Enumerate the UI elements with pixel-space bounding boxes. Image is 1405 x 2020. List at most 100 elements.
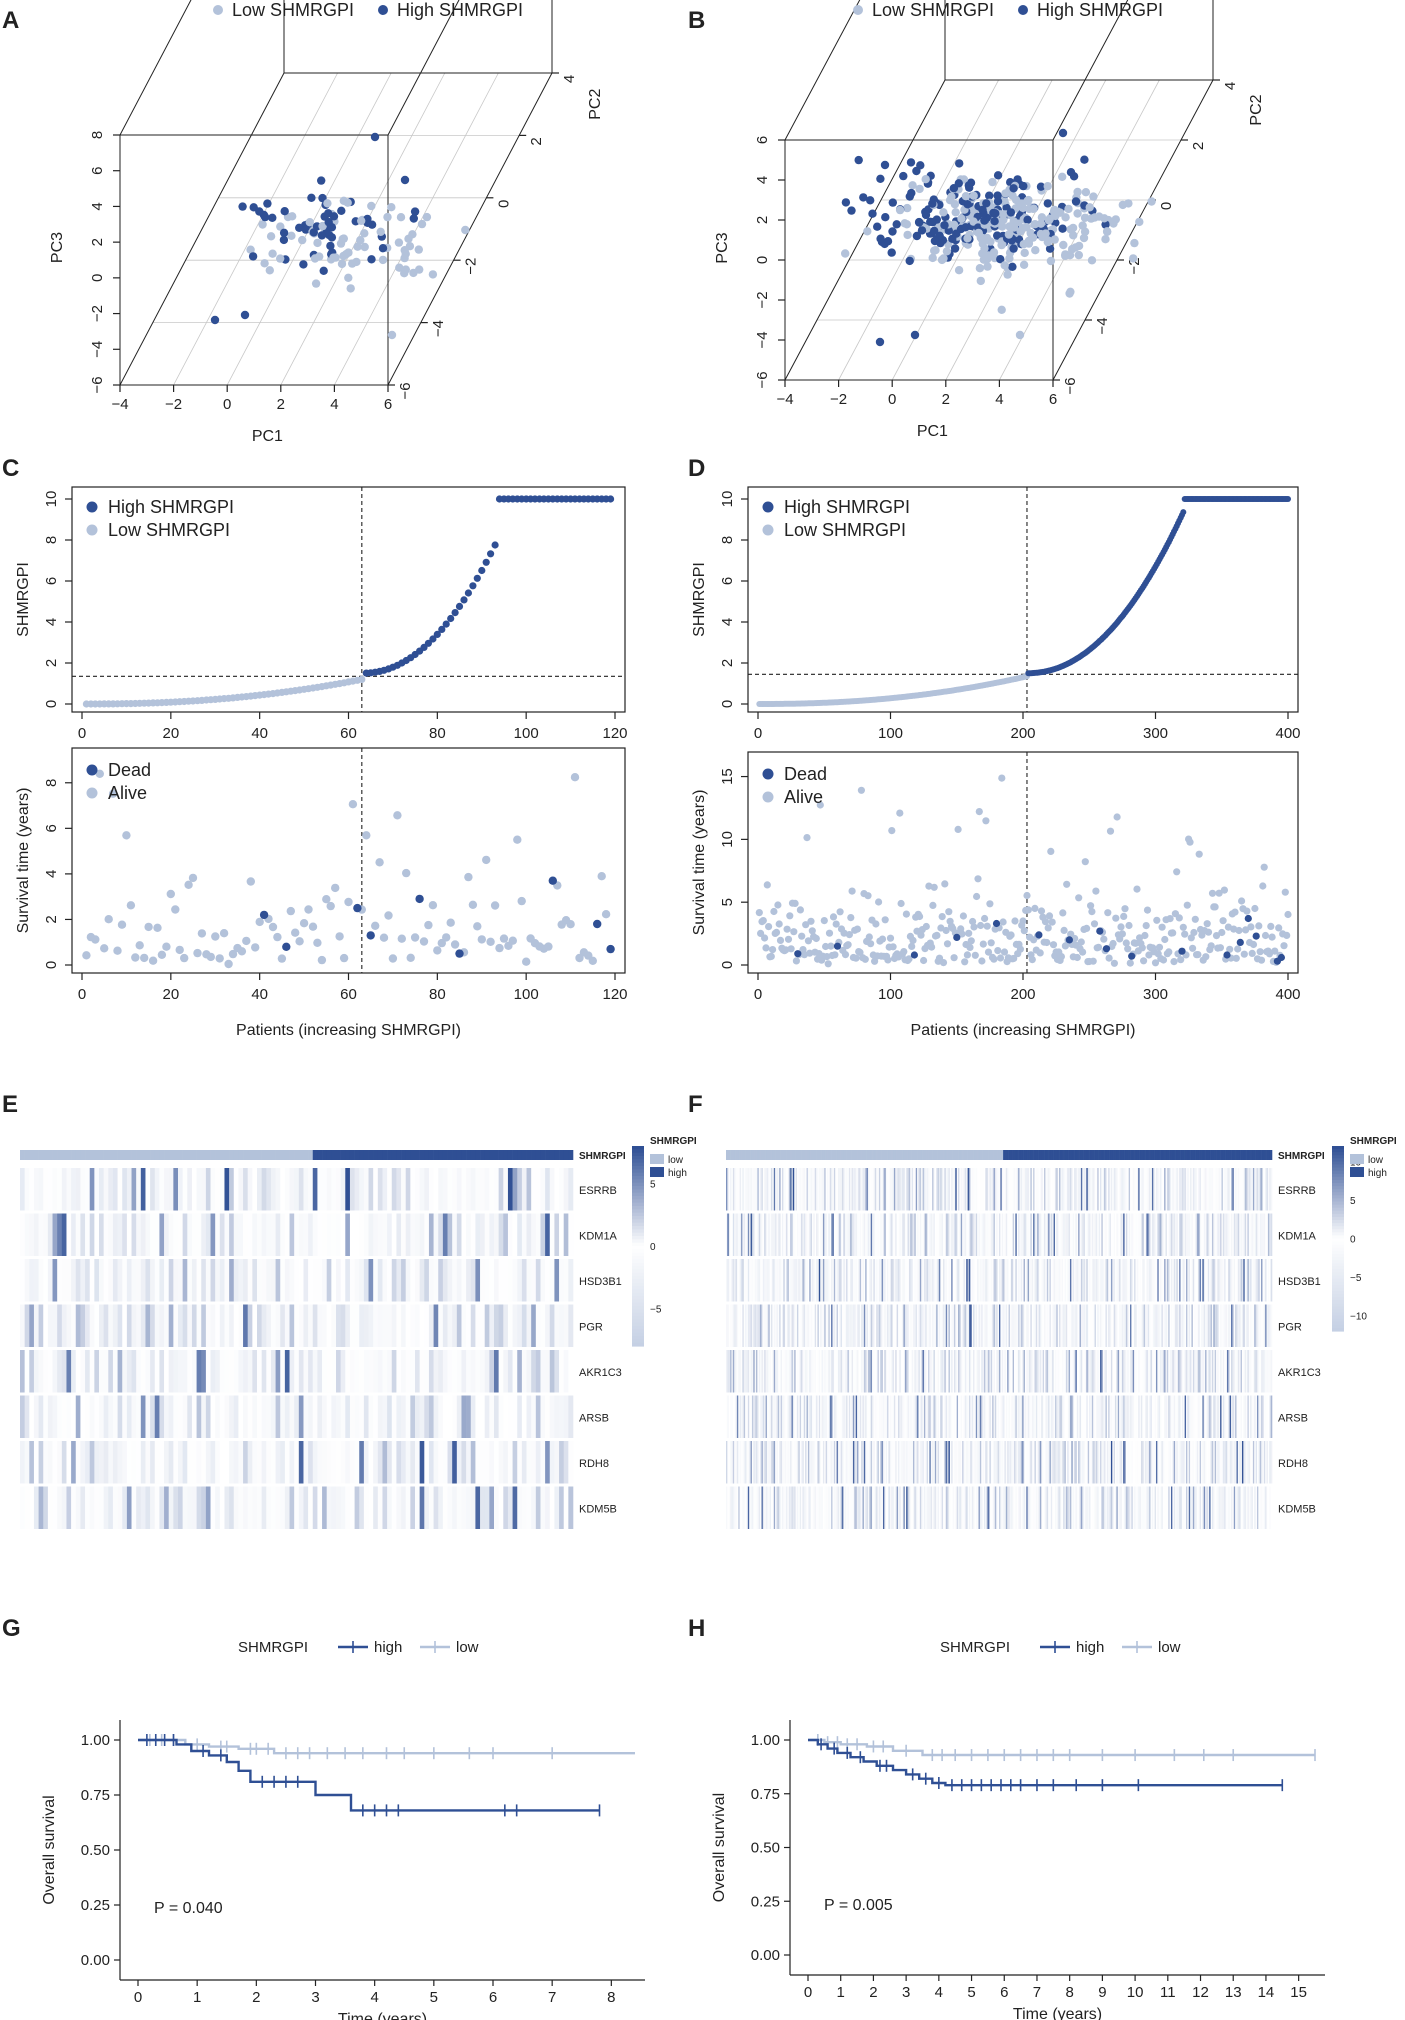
heatmap-cell <box>773 1259 776 1302</box>
heatmap-cell <box>1250 1304 1252 1347</box>
heatmap-cell <box>772 1168 775 1211</box>
annotation-cell-high <box>535 1150 541 1160</box>
heatmap-cell <box>303 1486 309 1529</box>
heatmap-cell <box>891 1304 893 1347</box>
heatmap-cell <box>1038 1168 1041 1211</box>
pca-point-low <box>337 259 347 269</box>
y-tick-label: 4 <box>43 618 60 626</box>
heatmap-cell <box>1190 1304 1192 1347</box>
colorbar-cell <box>632 1146 644 1150</box>
heatmap-cell <box>1072 1168 1075 1211</box>
survival-point-alive <box>180 953 189 963</box>
heatmap-cell <box>798 1259 801 1302</box>
panel-label-g: G <box>2 1615 21 1642</box>
heatmap-cell <box>1100 1168 1102 1211</box>
heatmap-cell <box>507 1213 513 1256</box>
box-edge <box>387 0 460 136</box>
annotation-cell-low <box>959 1150 962 1160</box>
heatmap-cell <box>844 1259 847 1302</box>
pca-point-low <box>428 270 438 279</box>
heatmap-cell <box>303 1213 309 1256</box>
heatmap-cell <box>99 1350 104 1393</box>
survival-point-alive <box>1044 924 1052 932</box>
heatmap-cell <box>884 1304 887 1347</box>
pca-point-low <box>310 254 320 263</box>
heatmap-cell <box>1112 1259 1114 1302</box>
heatmap-cell <box>981 1168 983 1211</box>
heatmap-cell <box>824 1168 826 1211</box>
heatmap-cell <box>1209 1304 1211 1347</box>
survival-point-alive <box>1207 942 1215 950</box>
heatmap-cell <box>1214 1259 1217 1302</box>
heatmap-cell <box>373 1304 379 1347</box>
heatmap-cell <box>943 1213 945 1256</box>
y-axis-title: Survival time (years) <box>15 788 32 934</box>
heatmap-cell <box>956 1304 959 1347</box>
heatmap-cell <box>554 1304 560 1347</box>
heatmap-cell <box>952 1304 955 1347</box>
heatmap-cell <box>968 1304 971 1347</box>
heatmap-cell <box>1008 1168 1011 1211</box>
heatmap-cell <box>1236 1213 1239 1256</box>
heatmap-cell <box>889 1259 892 1302</box>
heatmap-cell <box>840 1304 843 1347</box>
heatmap-cell <box>1078 1213 1080 1256</box>
heatmap-cell <box>1255 1213 1258 1256</box>
survival-point-alive <box>1142 922 1150 930</box>
annotation-cell-low <box>750 1150 753 1160</box>
heatmap-cell <box>1177 1259 1180 1302</box>
pca-point-low <box>999 215 1008 225</box>
annotation-cell-high <box>1023 1150 1026 1160</box>
heatmap-cell <box>1015 1304 1018 1347</box>
heatmap-cell <box>126 1304 132 1347</box>
heatmap-cell <box>1173 1168 1176 1211</box>
heatmap-cell <box>238 1350 244 1393</box>
heatmap-cell <box>1076 1304 1079 1347</box>
heatmap-cell <box>877 1304 880 1347</box>
heatmap-cell <box>990 1213 993 1256</box>
heatmap-cell <box>983 1168 986 1211</box>
heatmap-cell <box>289 1486 295 1529</box>
heatmap-cell <box>822 1304 825 1347</box>
legend-dot-dead <box>762 768 774 780</box>
survival-point-alive <box>983 922 991 930</box>
heatmap-cell <box>470 1259 476 1302</box>
heatmap-cell <box>1196 1259 1199 1302</box>
survival-point-alive <box>784 935 793 943</box>
heatmap-cell <box>805 1168 807 1211</box>
heatmap-cell <box>997 1213 1000 1256</box>
survival-point-alive <box>224 959 233 969</box>
pca-point-low <box>969 217 978 226</box>
heatmap-cell <box>494 1395 499 1438</box>
heatmap-cell <box>424 1395 430 1438</box>
annotation-cell-high <box>489 1150 495 1160</box>
heatmap-cell <box>814 1213 817 1256</box>
annotation-cell-low <box>735 1150 738 1160</box>
survival-point-alive <box>1203 920 1211 928</box>
heatmap-cell <box>839 1168 841 1211</box>
heatmap-cell <box>1155 1304 1158 1347</box>
heatmap-cell <box>876 1259 878 1302</box>
heatmap-cell <box>839 1304 841 1347</box>
x-tick-label: 120 <box>602 725 627 742</box>
x-axis-title: Patients (increasing SHMRGPI) <box>911 1022 1136 1039</box>
heatmap-cell <box>178 1395 183 1438</box>
heatmap-cell <box>247 1441 253 1484</box>
heatmap-cell <box>559 1259 565 1302</box>
heatmap-cell <box>559 1395 565 1438</box>
heatmap-cell <box>1104 1304 1106 1347</box>
heatmap-cell <box>758 1213 761 1256</box>
heatmap-cell <box>1119 1304 1121 1347</box>
annotation-cell-high <box>1057 1150 1060 1160</box>
heatmap-cell <box>919 1213 922 1256</box>
heatmap-cell <box>191 1395 197 1438</box>
heatmap-cell <box>66 1168 72 1211</box>
heatmap-cell <box>766 1213 769 1256</box>
heatmap-cell <box>298 1441 304 1484</box>
heatmap-cell <box>1060 1213 1063 1256</box>
heatmap-cell <box>1003 1213 1005 1256</box>
heatmap-cell <box>94 1168 100 1211</box>
x-tick-label: 300 <box>1143 986 1168 1003</box>
heatmap-cell <box>428 1350 434 1393</box>
heatmap-cell <box>424 1486 430 1529</box>
